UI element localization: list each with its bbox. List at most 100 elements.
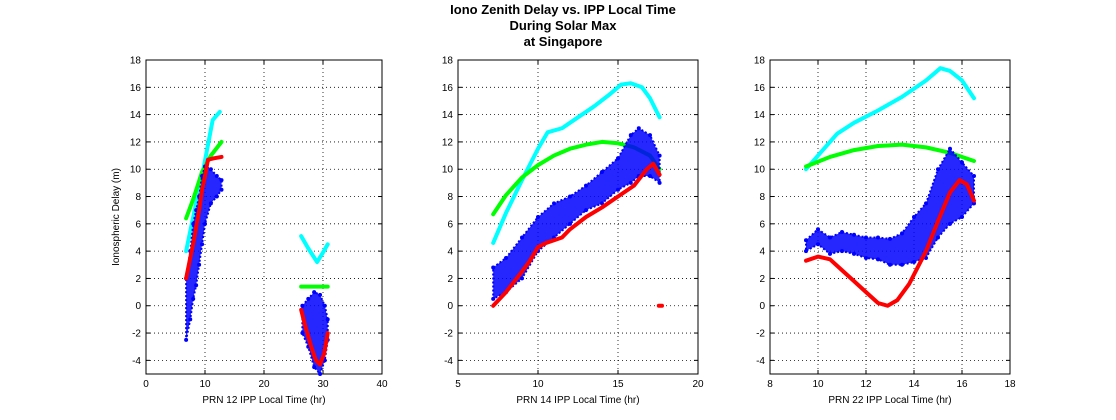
series-blue-point	[491, 296, 496, 301]
series-blue-point	[972, 174, 976, 179]
series-blue-point	[636, 126, 641, 131]
series-blue-point	[852, 232, 856, 237]
x-tick-label: 16	[956, 379, 968, 390]
series-blue-point	[948, 146, 952, 151]
series-blue-point	[318, 292, 323, 297]
x-tick-label: 14	[908, 379, 920, 390]
series-blue-point	[203, 221, 207, 226]
subplot-3: 8 10 12 14 16 18 -4 -2 0 2 4 6 8 10 12 14 16 18 PRN 22 IPP…	[754, 56, 1016, 407]
y-tick-label: 0	[759, 301, 765, 312]
series-blue-point	[491, 265, 496, 270]
series-blue-point	[804, 238, 808, 243]
y-tick-label: -4	[132, 356, 141, 367]
series-blue-point	[300, 303, 305, 308]
y-tick-label: -2	[444, 329, 453, 340]
y-tick-label: 8	[759, 192, 765, 203]
series-blue-point	[322, 303, 327, 308]
y-tick-label: 18	[130, 56, 142, 67]
series-blue-point	[864, 235, 868, 240]
y-axis-label: Ionospheric Delay (m)	[111, 168, 122, 266]
series-blue-point	[828, 235, 832, 240]
series-blue-point	[191, 221, 196, 226]
x-tick-label: 10	[532, 379, 544, 390]
x-axis-label: PRN 14 IPP Local Time (hr)	[516, 395, 639, 406]
series-blue-point	[648, 174, 652, 179]
series-blue-point	[657, 153, 662, 158]
series-blue-point	[936, 235, 940, 240]
series-blue-point	[191, 296, 196, 301]
series-red-line	[804, 178, 976, 308]
y-tick-label: 8	[447, 192, 453, 203]
y-tick-label: 6	[447, 219, 453, 230]
series-blue-point	[214, 194, 219, 199]
series-blue-point	[208, 201, 213, 206]
series-blue-point	[628, 180, 633, 185]
x-tick-label: 10	[199, 379, 211, 390]
x-tick-label: 8	[767, 379, 773, 390]
series-blue-point	[876, 235, 880, 240]
x-tick-label: 30	[317, 379, 329, 390]
chart-title-line-3: at Singapore	[524, 34, 603, 49]
series-blue-point	[200, 242, 205, 247]
chart-title-line-1: Iono Zenith Delay vs. IPP Local Time	[450, 2, 676, 17]
y-tick-label: 16	[130, 83, 142, 94]
series-blue-point	[804, 249, 808, 254]
y-tick-label: -4	[756, 356, 765, 367]
series-blue-point	[888, 236, 892, 241]
series-blue-point	[960, 160, 964, 165]
series-blue-point	[948, 221, 952, 226]
series-blue-point	[214, 174, 219, 179]
series-blue-point	[900, 231, 904, 236]
y-tick-label: 6	[135, 219, 141, 230]
series-blue-point	[600, 169, 604, 174]
x-tick-label: 20	[258, 379, 270, 390]
series-blue-point	[504, 255, 508, 260]
x-tick-label: 10	[812, 379, 824, 390]
series-blue-point	[657, 180, 662, 185]
x-tick-label: 12	[860, 379, 872, 390]
x-tick-label: 20	[692, 379, 704, 390]
y-tick-label: 4	[759, 247, 765, 258]
series-blue-point	[188, 317, 193, 322]
series-blue-point	[616, 187, 620, 192]
y-tick-label: 18	[442, 56, 454, 67]
y-tick-label: 12	[442, 137, 454, 148]
series-red-line	[184, 154, 224, 281]
series-blue-point	[924, 201, 928, 206]
series-blue-point	[318, 372, 323, 376]
series-blue-point	[325, 317, 330, 322]
series-blue-point	[552, 201, 556, 206]
y-tick-label: -2	[132, 329, 141, 340]
y-tick-label: 2	[447, 274, 453, 285]
x-tick-label: 0	[143, 379, 149, 390]
series-blue-point	[184, 337, 189, 342]
y-tick-label: 16	[754, 83, 766, 94]
series-blue-point	[616, 156, 620, 161]
x-tick-label: 15	[612, 379, 624, 390]
series-blue-point	[840, 230, 844, 235]
series-blue-point	[628, 133, 633, 138]
series-blue-point	[219, 187, 224, 192]
series-blue-point	[876, 257, 880, 262]
series-cyan-line	[804, 66, 976, 172]
series-blue-point	[300, 331, 305, 336]
x-tick-label: 40	[376, 379, 388, 390]
y-tick-label: 4	[135, 247, 141, 258]
series-blue-point	[568, 194, 572, 199]
series-blue-point	[960, 215, 964, 219]
plot-frame	[769, 59, 1011, 375]
series-blue-point	[584, 183, 588, 188]
y-tick-label: 0	[135, 301, 141, 312]
series-blue-point	[840, 249, 844, 254]
y-tick-label: 12	[754, 137, 766, 148]
series-blue-point	[568, 221, 572, 226]
series-blue-point	[312, 365, 317, 370]
series-blue-point	[936, 167, 940, 172]
y-tick-label: 10	[442, 165, 454, 176]
x-axis-label: PRN 12 IPP Local Time (hr)	[202, 395, 325, 406]
series-blue-point	[852, 251, 856, 256]
series-blue-point	[194, 283, 199, 288]
series-green-line	[184, 139, 224, 221]
series-blue-point	[648, 133, 652, 138]
